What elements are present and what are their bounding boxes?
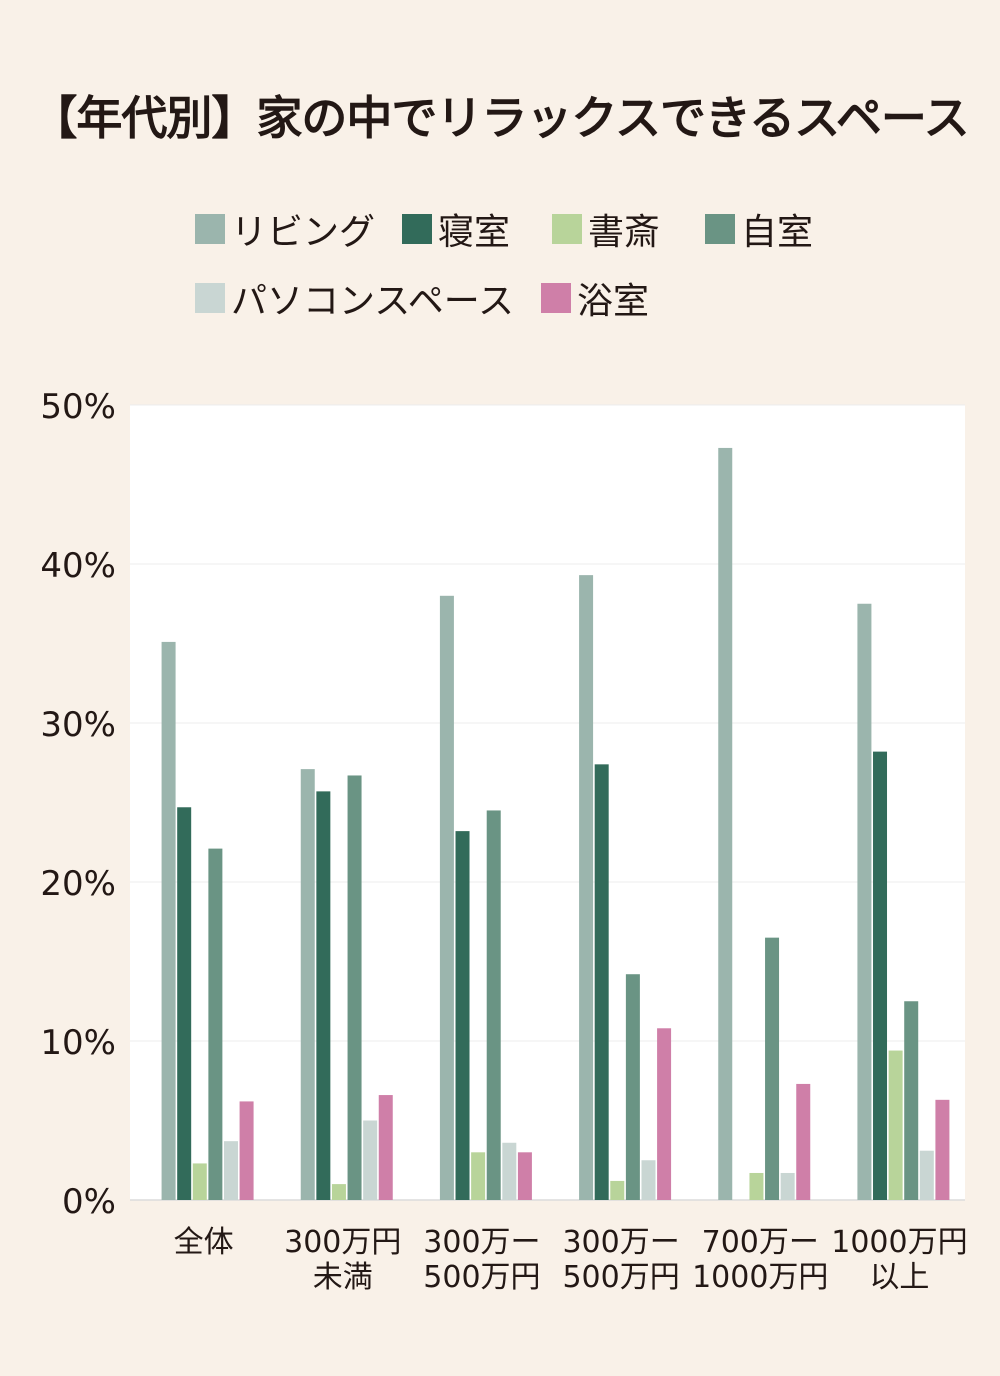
legend-swatch: [195, 214, 225, 244]
bar: [935, 1099, 950, 1200]
bar: [765, 937, 780, 1200]
bar: [300, 769, 315, 1200]
bar: [749, 1172, 764, 1200]
legend-label: パソコンスペース: [231, 281, 514, 322]
y-tick-label: 40%: [40, 546, 116, 586]
legend-label: 浴室: [577, 281, 650, 322]
bar: [208, 848, 223, 1200]
bar: [363, 1120, 378, 1200]
bar: [718, 447, 733, 1200]
bar: [331, 1184, 346, 1200]
x-tick-label: 1000万円: [831, 1225, 967, 1260]
legend-item: 書斎: [552, 207, 660, 253]
bar: [857, 603, 872, 1200]
bar: [502, 1142, 517, 1200]
bar: [594, 764, 609, 1200]
legend-label: 寝室: [438, 212, 511, 253]
x-tick-label: 全体: [174, 1225, 234, 1260]
x-tick-label: 300万円: [284, 1225, 401, 1260]
legend-swatch: [541, 283, 571, 313]
y-tick-label: 30%: [40, 705, 116, 745]
x-tick-label: 未満: [313, 1260, 373, 1295]
legend-label: 書斎: [588, 212, 661, 253]
bar: [657, 1028, 672, 1200]
bar: [873, 751, 888, 1200]
bar: [316, 791, 331, 1200]
bar: [378, 1095, 393, 1200]
bar: [439, 595, 454, 1200]
legend-item: リビング: [195, 207, 375, 253]
x-tick-label: 1000万円: [692, 1260, 828, 1295]
bar: [223, 1141, 238, 1200]
bar: [347, 775, 362, 1200]
x-tick-label: 500万円: [423, 1260, 540, 1295]
bar: [161, 641, 176, 1200]
plot-area: [130, 405, 965, 1200]
x-tick-label: 500万円: [562, 1260, 679, 1295]
bar: [239, 1101, 254, 1200]
legend-swatch: [705, 214, 735, 244]
legend-item: 寝室: [402, 207, 510, 253]
bar: [625, 974, 640, 1200]
legend-item: 自室: [705, 207, 813, 253]
y-tick-label: 0%: [62, 1182, 116, 1222]
bar: [904, 1001, 919, 1200]
bar: [455, 831, 470, 1200]
x-tick-label: 300万ー: [562, 1225, 679, 1260]
bar: [919, 1150, 934, 1200]
bar: [579, 575, 594, 1200]
legend-item: 浴室: [541, 276, 649, 322]
legend-label: リビング: [231, 212, 376, 253]
y-tick-label: 50%: [40, 387, 116, 427]
legend-label: 自室: [741, 212, 814, 253]
y-tick-label: 10%: [40, 1023, 116, 1063]
bar: [177, 807, 192, 1200]
y-tick-label: 20%: [40, 864, 116, 904]
bar: [641, 1160, 656, 1200]
bar: [471, 1152, 486, 1200]
bar: [517, 1152, 532, 1200]
legend-swatch: [402, 214, 432, 244]
legend-swatch: [552, 214, 582, 244]
x-tick-label: 300万ー: [423, 1225, 540, 1260]
bar: [192, 1163, 207, 1200]
bar: [486, 810, 501, 1200]
chart-title: 【年代別】家の中でリラックスできるスペース: [31, 91, 969, 145]
x-tick-label: 以上: [869, 1260, 929, 1295]
legend-swatch: [195, 283, 225, 313]
legend-item: パソコンスペース: [195, 276, 514, 322]
bar: [796, 1083, 811, 1200]
bar: [780, 1172, 795, 1200]
bar: [610, 1180, 625, 1200]
x-tick-label: 700万ー: [702, 1225, 819, 1260]
bar: [888, 1050, 903, 1200]
